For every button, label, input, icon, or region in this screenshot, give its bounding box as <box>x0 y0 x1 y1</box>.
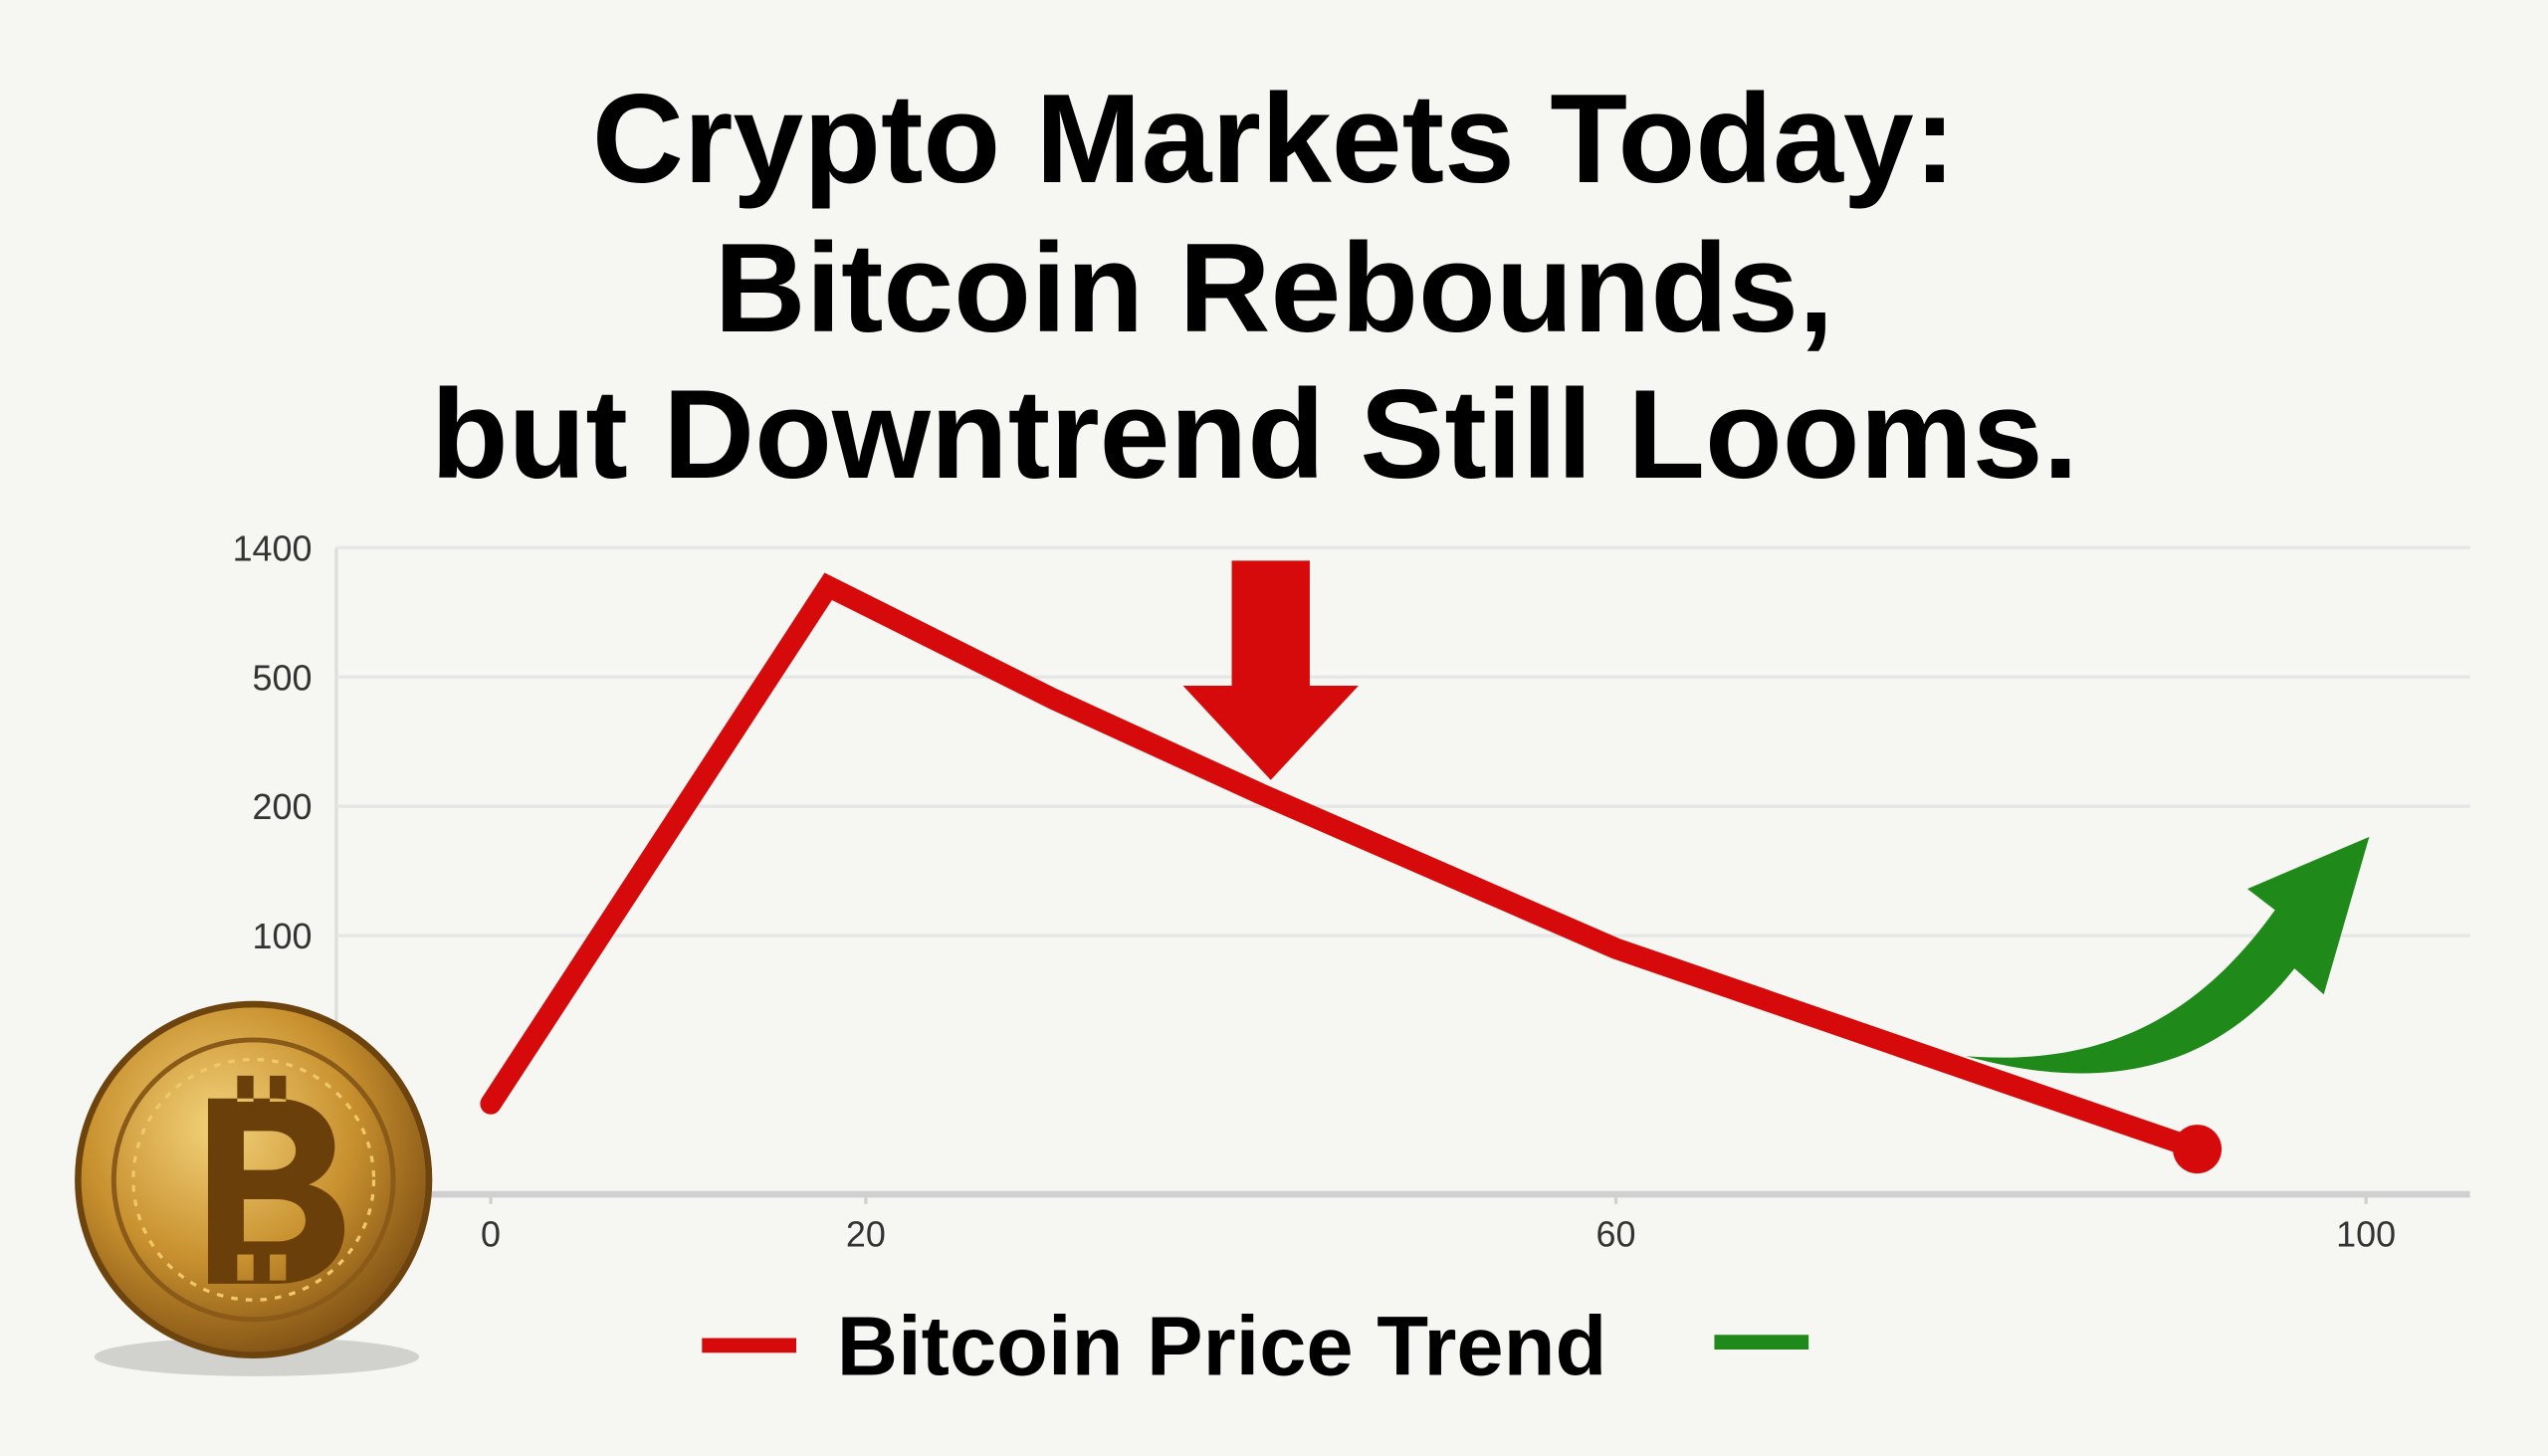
legend: Bitcoin Price Trend <box>702 1298 1809 1392</box>
down-arrow <box>1182 560 1359 780</box>
y-tick-label: 200 <box>253 786 313 827</box>
coin-symbol <box>207 1075 345 1284</box>
y-tick-label: 500 <box>253 657 313 698</box>
x-tick-label: 60 <box>1596 1213 1636 1254</box>
y-tick-label: 100 <box>253 916 313 956</box>
x-tick-label: 0 <box>481 1213 501 1254</box>
chart-title: but Downtrend Still Looms. <box>431 363 2078 505</box>
title-block: Crypto Markets Today: Bitcoin Rebounds, … <box>431 68 2078 505</box>
legend-label: Bitcoin Price Trend <box>837 1298 1606 1392</box>
x-tick-label: 20 <box>846 1213 886 1254</box>
plot <box>480 572 2223 1174</box>
up-arrow <box>1966 836 2370 1074</box>
x-tick-label: 100 <box>2336 1213 2396 1254</box>
end-point <box>2173 1125 2223 1174</box>
y-tick-label: 1400 <box>233 527 313 568</box>
chart-title: Crypto Markets Today: <box>592 68 1956 209</box>
chart-title: Bitcoin Rebounds, <box>715 217 1834 358</box>
coin-circuit <box>131 1057 376 1302</box>
bitcoin-coin <box>75 1000 433 1376</box>
series-line <box>480 572 2209 1160</box>
grid: 1400 500 200 100 0 20 60 100 <box>233 527 2470 1254</box>
coin-ring <box>110 1037 396 1323</box>
